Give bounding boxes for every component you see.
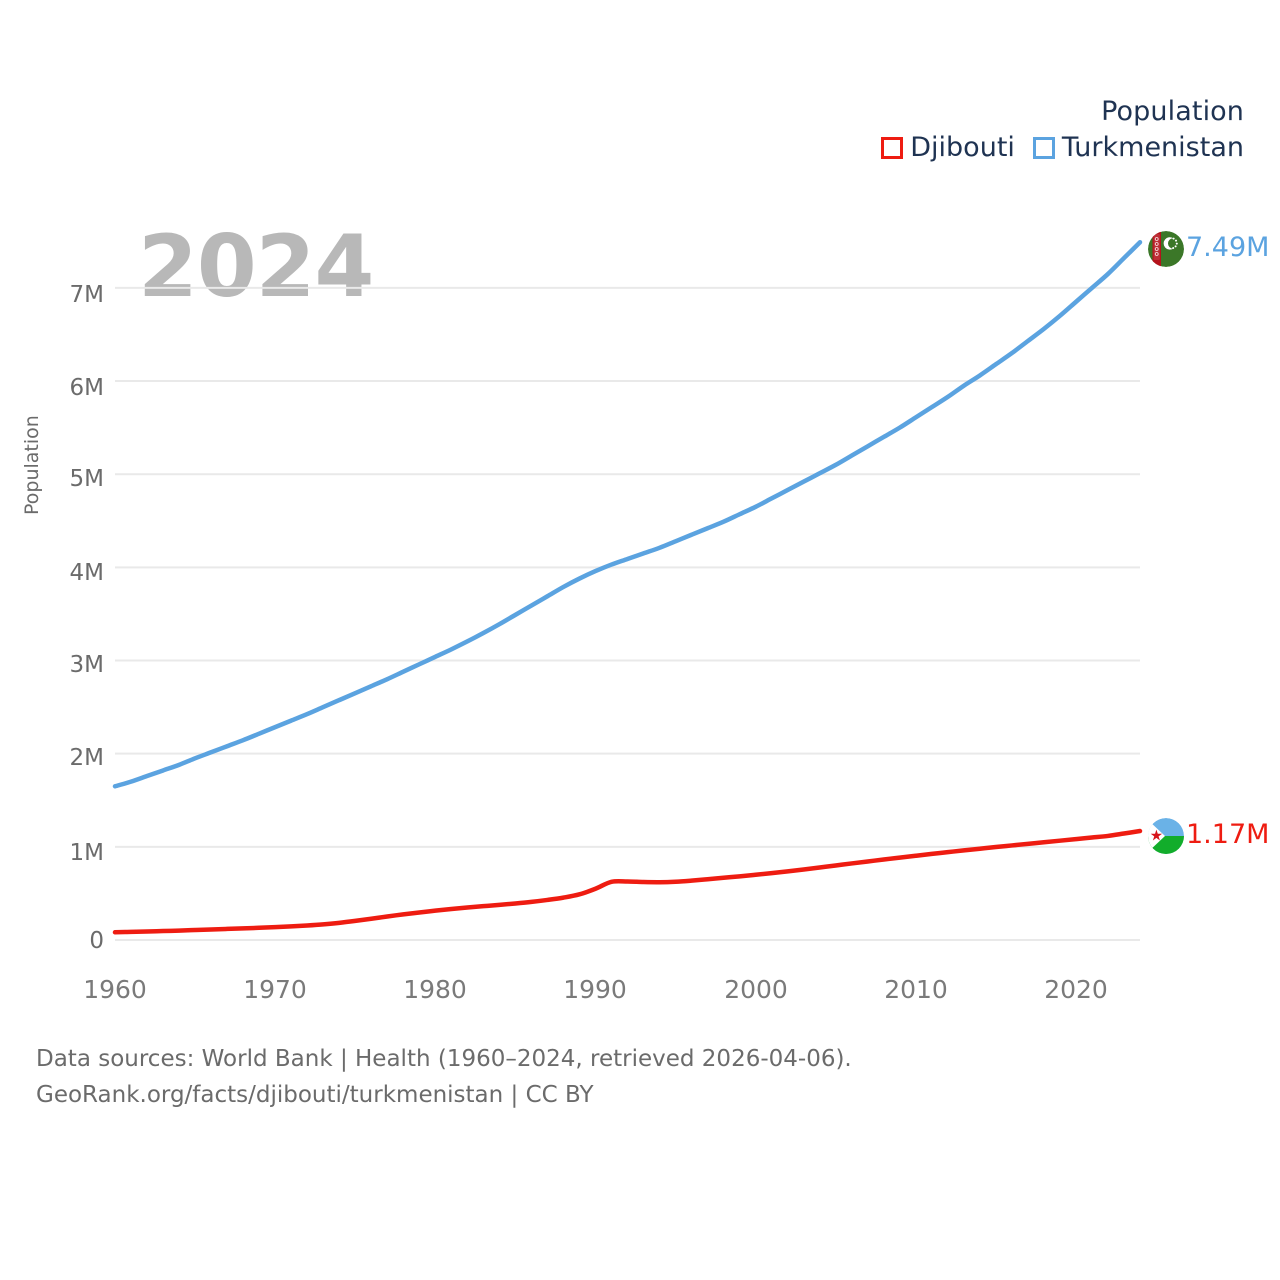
year-watermark: 2024 xyxy=(138,217,374,317)
y-tick-5m: 5M xyxy=(69,466,104,492)
legend-item-djibouti[interactable]: Djibouti xyxy=(881,134,1015,161)
turkmenistan-endpoint-value: 7.49M xyxy=(1186,232,1270,263)
y-tick-1m: 1M xyxy=(69,840,104,866)
chart-legend: Population Djibouti Turkmenistan xyxy=(881,96,1244,161)
x-tick-1970: 1970 xyxy=(243,975,307,1004)
y-tick-4m: 4M xyxy=(69,560,104,586)
series-line-djibouti xyxy=(112,828,1143,935)
y-tick-3m: 3M xyxy=(69,652,104,678)
footer-attribution: Data sources: World Bank | Health (1960–… xyxy=(36,1042,852,1113)
x-tick-1980: 1980 xyxy=(403,975,467,1004)
legend-items: Djibouti Turkmenistan xyxy=(881,134,1244,161)
legend-title: Population xyxy=(1101,96,1244,127)
x-tick-1960: 1960 xyxy=(83,975,147,1004)
turkmenistan-flag-icon xyxy=(1148,231,1184,267)
y-tick-2m: 2M xyxy=(69,745,104,771)
djibouti-endpoint-value: 1.17M xyxy=(1186,819,1270,850)
y-tick-0: 0 xyxy=(89,928,104,954)
djibouti-flag-icon xyxy=(1148,818,1184,854)
footer-line-2: GeoRank.org/facts/djibouti/turkmenistan … xyxy=(36,1081,594,1108)
x-tick-2010: 2010 xyxy=(884,975,948,1004)
series-line-turkmenistan xyxy=(112,240,1143,789)
y-tick-7m: 7M xyxy=(69,282,104,308)
y-tick-6m: 6M xyxy=(69,375,104,401)
footer-line-1: Data sources: World Bank | Health (1960–… xyxy=(36,1046,852,1072)
x-tick-1990: 1990 xyxy=(563,975,627,1004)
legend-label-turkmenistan: Turkmenistan xyxy=(1061,132,1244,164)
legend-swatch-turkmenistan xyxy=(1032,136,1055,159)
x-tick-2020: 2020 xyxy=(1044,975,1108,1004)
gridlines xyxy=(115,286,1140,941)
legend-label-djibouti: Djibouti xyxy=(910,132,1015,164)
legend-item-turkmenistan[interactable]: Turkmenistan xyxy=(1032,132,1244,164)
legend-swatch-djibouti xyxy=(881,136,904,159)
x-tick-2000: 2000 xyxy=(724,975,788,1004)
